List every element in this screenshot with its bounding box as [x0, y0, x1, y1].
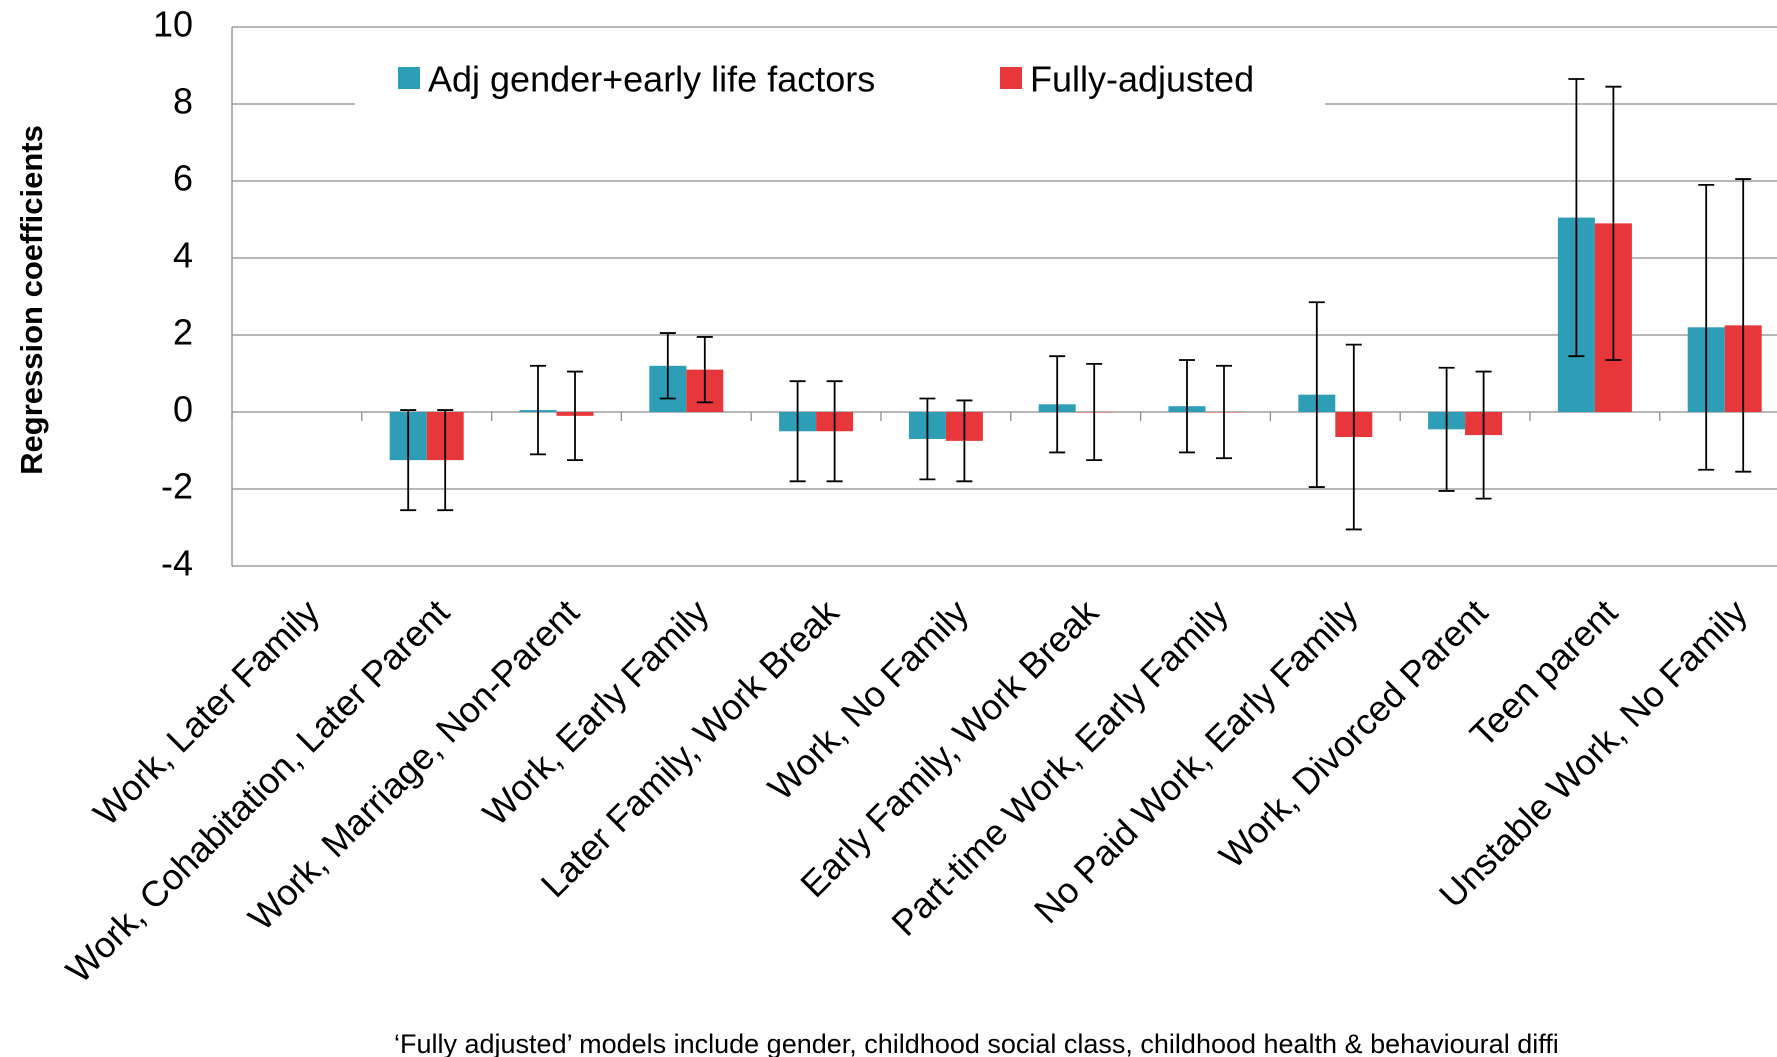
y-tick-label: 0	[173, 389, 193, 430]
y-axis-title: Regression coefficients	[14, 125, 49, 475]
legend-label: Adj gender+early life factors	[428, 59, 875, 100]
x-tick-label: Work, Later Family	[85, 591, 327, 833]
footnote: ‘Fully adjusted’ models include gender, …	[394, 1029, 1559, 1057]
x-tick-label: Work, Divorced Parent	[1211, 591, 1496, 876]
legend-swatch	[398, 67, 420, 89]
y-tick-label: 10	[153, 4, 193, 45]
y-tick-label: 6	[173, 158, 193, 199]
y-tick-label: 2	[173, 312, 193, 353]
y-tick-label: -4	[161, 543, 193, 584]
y-tick-label: 4	[173, 235, 193, 276]
x-tick-label: Work, Early Family	[475, 591, 717, 833]
legend-swatch	[1000, 67, 1022, 89]
legend-background	[355, 60, 1325, 110]
legend-label: Fully-adjusted	[1030, 59, 1254, 100]
y-tick-label: -2	[161, 466, 193, 507]
y-tick-label: 8	[173, 81, 193, 122]
